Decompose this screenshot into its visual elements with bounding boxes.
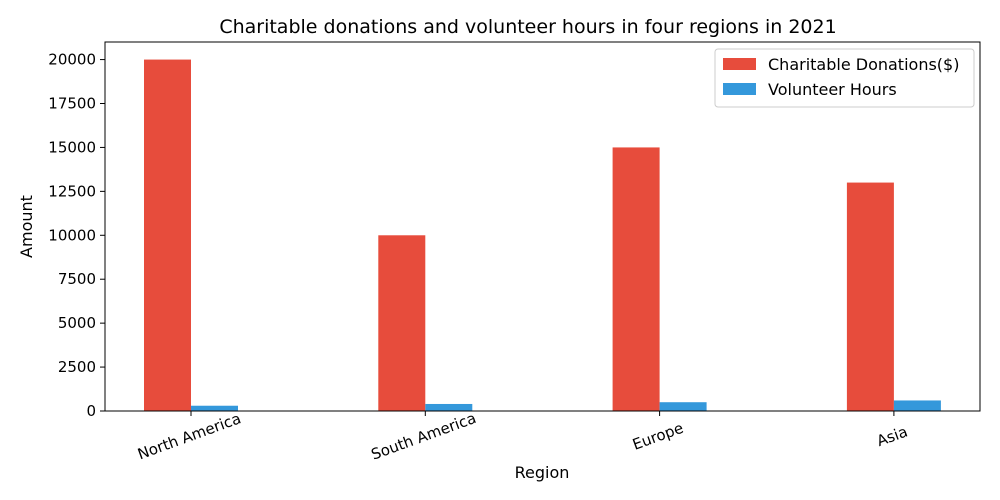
legend-box: [714, 48, 975, 108]
legend: Charitable Donations($) Volunteer Hours: [714, 48, 975, 108]
bar-donations: [378, 235, 426, 411]
bar-volunteer-hours: [191, 405, 238, 411]
legend-label: Volunteer Hours: [768, 80, 897, 99]
y-tick-label: 15000: [48, 138, 96, 156]
bar-donations: [612, 147, 660, 411]
plot-frame: [104, 41, 981, 412]
bar-volunteer-hours: [893, 400, 941, 411]
y-tick-label: 5000: [58, 314, 96, 332]
y-tick-label: 20000: [48, 51, 96, 69]
chart-title: Charitable donations and volunteer hours…: [219, 16, 836, 38]
bar-volunteer-hours: [425, 403, 473, 411]
plot-area: 0 2500 5000 7500 10000 12500 15000 17500 20000 No…: [48, 51, 941, 464]
bar-volunteer-hours: [659, 402, 707, 411]
legend-label: Charitable Donations($): [768, 55, 959, 74]
x-tick-label: South America: [369, 409, 479, 464]
x-tick-label: Europe: [630, 419, 686, 454]
y-tick-label: 0: [86, 402, 96, 420]
y-axis-title: Amount: [17, 195, 36, 258]
legend-swatch: [723, 58, 756, 70]
x-axis-title: Region: [515, 463, 570, 482]
y-tick-label: 7500: [58, 270, 96, 288]
x-tick-label: North America: [135, 409, 243, 463]
y-tick-label: 2500: [58, 358, 96, 376]
bar-donations: [144, 59, 191, 411]
y-tick-label: 10000: [48, 226, 96, 244]
y-tick-label: 17500: [48, 95, 96, 113]
bar-donations: [846, 182, 894, 411]
legend-swatch: [723, 83, 756, 95]
y-tick-label: 12500: [48, 182, 96, 200]
x-tick-label: Asia: [874, 422, 910, 450]
